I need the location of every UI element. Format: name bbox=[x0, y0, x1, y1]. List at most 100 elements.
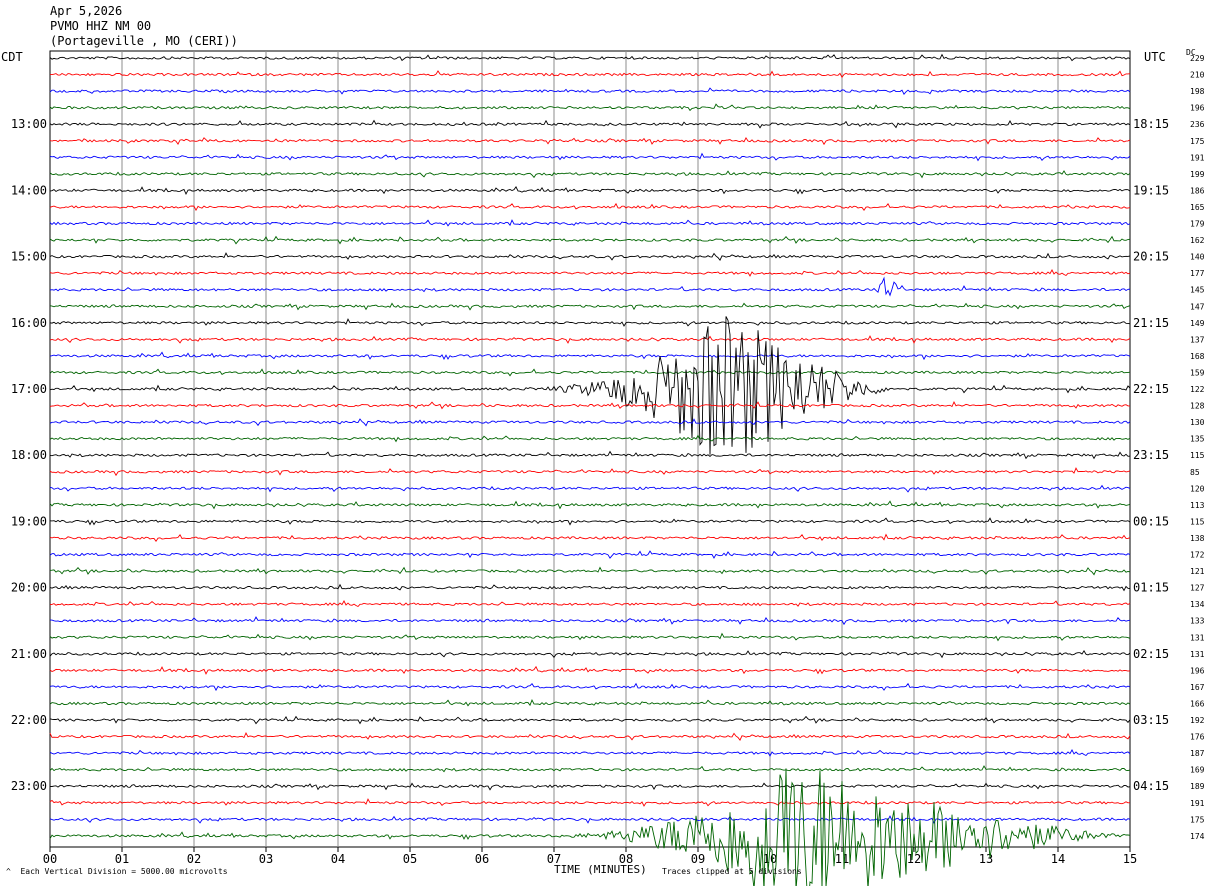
trace-row-11 bbox=[49, 235, 1131, 245]
trace-row-28 bbox=[49, 517, 1131, 526]
cdt-hour-label: 15:00 bbox=[11, 250, 47, 264]
dc-offset-label: 121 bbox=[1190, 567, 1205, 576]
dc-offset-label: 127 bbox=[1190, 584, 1205, 593]
dc-offset-label: 191 bbox=[1190, 153, 1205, 162]
trace-row-39 bbox=[49, 699, 1131, 707]
clipping-note: Traces clipped at 5 divisions bbox=[662, 867, 802, 876]
dc-offset-label: 189 bbox=[1190, 782, 1205, 791]
dc-offset-label: 166 bbox=[1190, 699, 1205, 708]
utc-hour-label: 18:15 bbox=[1133, 117, 1169, 131]
trace-row-36 bbox=[49, 650, 1131, 659]
trace-row-25 bbox=[49, 467, 1131, 477]
cdt-hour-label: 18:00 bbox=[11, 448, 47, 462]
plot-date: Apr 5,2026 bbox=[50, 4, 123, 18]
cdt-timezone-label: CDT bbox=[1, 50, 23, 64]
dc-offset-label: 168 bbox=[1190, 352, 1205, 361]
trace-row-21 bbox=[49, 400, 1130, 410]
dc-offset-label: 128 bbox=[1190, 402, 1205, 411]
cdt-hour-label: 17:00 bbox=[11, 382, 47, 396]
dc-offset-label: 134 bbox=[1190, 600, 1205, 609]
trace-row-8 bbox=[49, 186, 1131, 196]
trace-row-22 bbox=[49, 418, 1131, 427]
dc-offset-label: 137 bbox=[1190, 335, 1205, 344]
x-tick-label-08: 08 bbox=[619, 852, 633, 866]
x-tick-label-01: 01 bbox=[115, 852, 129, 866]
x-tick-label-14: 14 bbox=[1051, 852, 1065, 866]
trace-row-31 bbox=[49, 566, 1131, 576]
trace-row-46 bbox=[49, 815, 1131, 824]
utc-hour-label: 04:15 bbox=[1133, 779, 1169, 793]
trace-row-23 bbox=[49, 434, 1131, 443]
trace-row-7 bbox=[49, 170, 1131, 179]
dc-offset-label: 147 bbox=[1190, 302, 1205, 311]
utc-hour-label: 03:15 bbox=[1133, 713, 1169, 727]
dc-offset-label: 140 bbox=[1190, 253, 1205, 262]
trace-row-18 bbox=[49, 351, 1131, 361]
x-tick-label-04: 04 bbox=[331, 852, 345, 866]
utc-timezone-label: UTC bbox=[1144, 50, 1166, 64]
vertical-division-note: ^ Each Vertical Division = 5000.00 micro… bbox=[6, 867, 228, 876]
trace-row-26 bbox=[49, 484, 1131, 493]
dc-offset-label: 165 bbox=[1190, 203, 1205, 212]
trace-row-38 bbox=[49, 682, 1131, 692]
x-tick-label-05: 05 bbox=[403, 852, 417, 866]
dc-offset-label: 120 bbox=[1190, 484, 1205, 493]
x-tick-label-13: 13 bbox=[979, 852, 993, 866]
dc-offset-label: 176 bbox=[1190, 733, 1205, 742]
dc-offset-label: 198 bbox=[1190, 87, 1205, 96]
trace-row-5 bbox=[49, 137, 1131, 146]
trace-row-24 bbox=[49, 450, 1131, 460]
vertical-division-text: Each Vertical Division = 5000.00 microvo… bbox=[20, 867, 228, 876]
dc-offset-label: 192 bbox=[1190, 716, 1205, 725]
dc-offset-label: 159 bbox=[1190, 368, 1205, 377]
dc-offset-label: 174 bbox=[1190, 832, 1205, 841]
trace-row-1 bbox=[50, 70, 1131, 79]
cdt-hour-label: 22:00 bbox=[11, 713, 47, 727]
trace-row-9 bbox=[49, 202, 1131, 212]
trace-row-35 bbox=[49, 632, 1131, 642]
trace-row-3 bbox=[49, 103, 1131, 112]
x-tick-label-10: 10 bbox=[763, 852, 777, 866]
trace-row-42 bbox=[49, 749, 1131, 757]
utc-hour-label: 00:15 bbox=[1133, 514, 1169, 528]
dc-offset-label: 133 bbox=[1190, 617, 1205, 626]
dc-offset-label: 115 bbox=[1190, 517, 1205, 526]
cdt-hour-label: 20:00 bbox=[11, 581, 47, 595]
dc-offset-label: 175 bbox=[1190, 815, 1205, 824]
dc-offset-label: 131 bbox=[1190, 650, 1205, 659]
trace-row-16 bbox=[49, 318, 1131, 327]
cdt-hour-label: 21:00 bbox=[11, 647, 47, 661]
dc-offset-label: 145 bbox=[1190, 286, 1205, 295]
dc-offset-label: 191 bbox=[1190, 799, 1205, 808]
x-tick-label-02: 02 bbox=[187, 852, 201, 866]
utc-hour-label: 21:15 bbox=[1133, 316, 1169, 330]
trace-row-34 bbox=[50, 616, 1131, 626]
dc-offset-label: 85 bbox=[1190, 468, 1200, 477]
x-tick-label-07: 07 bbox=[547, 852, 561, 866]
x-tick-label-06: 06 bbox=[475, 852, 489, 866]
trace-row-45 bbox=[49, 798, 1131, 807]
dc-offset-label: 149 bbox=[1190, 319, 1205, 328]
trace-row-43 bbox=[49, 765, 1131, 773]
cdt-hour-label: 23:00 bbox=[11, 779, 47, 793]
dc-offset-label: 236 bbox=[1190, 120, 1205, 129]
trace-row-2 bbox=[49, 87, 1131, 96]
dc-offset-label: 186 bbox=[1190, 186, 1205, 195]
cdt-hour-label: 14:00 bbox=[11, 183, 47, 197]
plot-frame bbox=[49, 50, 1131, 848]
dc-offset-label: 167 bbox=[1190, 683, 1205, 692]
trace-row-10 bbox=[49, 219, 1131, 227]
trace-row-6 bbox=[49, 152, 1131, 162]
dc-offset-label: 196 bbox=[1190, 104, 1205, 113]
dc-offset-label: 169 bbox=[1190, 766, 1205, 775]
dc-offset-label: 177 bbox=[1190, 269, 1205, 278]
dc-offset-label: 229 bbox=[1190, 54, 1205, 63]
trace-row-37 bbox=[49, 665, 1131, 675]
utc-hour-label: 23:15 bbox=[1133, 448, 1169, 462]
dc-offset-label: 130 bbox=[1190, 418, 1205, 427]
station-location: (Portageville , MO (CERI)) bbox=[50, 34, 238, 48]
cdt-hour-label: 19:00 bbox=[11, 514, 47, 528]
dc-offset-label: 187 bbox=[1190, 749, 1205, 758]
x-tick-label-15: 15 bbox=[1123, 852, 1137, 866]
utc-hour-label: 19:15 bbox=[1133, 183, 1169, 197]
